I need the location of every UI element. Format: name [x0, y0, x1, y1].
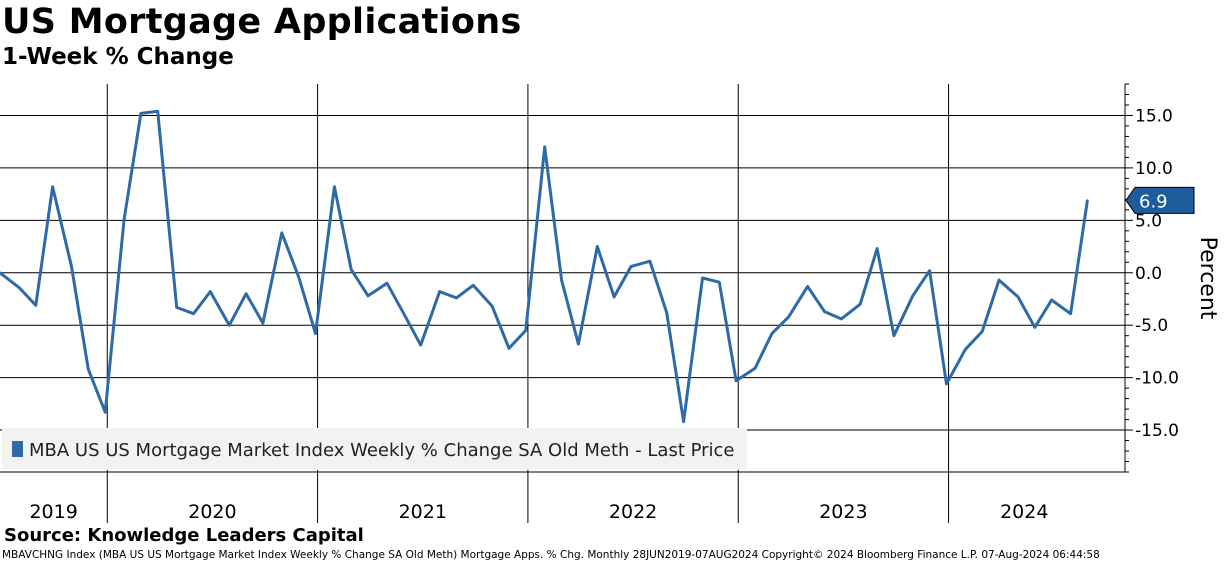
last-value-label: 6.9 [1139, 191, 1168, 212]
x-tick-label: 2020 [188, 501, 236, 523]
data-point [612, 295, 616, 299]
y-tick-label: -5.0 [1135, 316, 1168, 336]
data-point [1069, 312, 1072, 315]
x-tick-label: 2022 [609, 501, 657, 523]
data-point [524, 329, 528, 332]
data-point [156, 110, 159, 113]
data-point [806, 285, 809, 288]
data-point [280, 231, 284, 235]
chart-title: US Mortgage Applications [2, 2, 522, 42]
data-point [314, 332, 317, 335]
x-tick-label: 2019 [29, 501, 77, 523]
data-point [139, 112, 143, 115]
y-axis-label: Percent [1195, 237, 1220, 320]
data-point [892, 334, 896, 337]
chart-subtitle: 1-Week % Change [2, 44, 234, 70]
data-point [770, 332, 774, 335]
data-point [297, 275, 300, 279]
data-point [438, 290, 441, 293]
data-point [192, 312, 195, 315]
source-note: Source: Knowledge Leaders Capital [4, 525, 364, 546]
data-point [1086, 199, 1089, 202]
y-tick-label: -15.0 [1135, 421, 1179, 441]
bloomberg-footer: MBAVCHNG Index (MBA US US Mortgage Marke… [2, 549, 1100, 561]
data-point [911, 294, 915, 298]
data-point [648, 260, 652, 263]
data-point [366, 294, 370, 298]
y-tick-label: 0.0 [1135, 264, 1162, 284]
y-tick-label: 10.0 [1135, 159, 1173, 179]
data-point [507, 347, 511, 350]
data-point [455, 296, 458, 300]
legend-label: MBA US US Mortgage Market Index Weekly %… [29, 440, 735, 461]
legend-swatch [12, 441, 23, 457]
data-point [70, 265, 73, 268]
data-point [787, 315, 790, 318]
data-point [859, 303, 862, 306]
series-line [0, 109, 1089, 424]
data-point [261, 321, 265, 325]
data-point [87, 368, 90, 371]
data-point [244, 292, 248, 295]
data-point [945, 382, 948, 386]
y-tick-label: 5.0 [1135, 211, 1162, 231]
data-point [840, 317, 843, 321]
data-point [419, 343, 422, 347]
data-point [103, 411, 107, 414]
data-point [34, 304, 37, 307]
data-point [209, 290, 212, 293]
data-point [472, 284, 475, 287]
data-point [997, 278, 1001, 282]
data-point [1033, 326, 1036, 329]
data-point [560, 278, 563, 282]
data-point [665, 311, 668, 314]
data-point [51, 185, 54, 188]
x-tick-label: 2024 [1000, 501, 1048, 523]
data-point [875, 247, 879, 250]
data-point [385, 282, 389, 285]
data-point [0, 271, 2, 274]
y-tick-label: 15.0 [1135, 106, 1173, 126]
last-value-tag [1125, 186, 1195, 214]
data-point [228, 323, 231, 327]
data-point [122, 218, 126, 221]
data-point [333, 185, 336, 188]
data-point [701, 276, 704, 280]
data-point [175, 306, 178, 309]
data-point [734, 379, 738, 382]
data-point [981, 330, 984, 333]
data-point [1016, 295, 1020, 299]
data-point [1050, 298, 1053, 302]
data-point [402, 312, 406, 315]
data-point [596, 245, 599, 248]
data-point [17, 286, 21, 289]
data-point [577, 342, 580, 346]
data-point [543, 145, 546, 149]
data-point [350, 268, 353, 271]
data-point [682, 420, 685, 423]
x-tick-label: 2021 [399, 501, 447, 523]
data-point [753, 366, 757, 370]
legend-box [2, 428, 747, 470]
data-point [964, 348, 967, 351]
y-tick-label: -10.0 [1135, 369, 1179, 389]
legend: MBA US US Mortgage Market Index Weekly %… [2, 428, 747, 470]
data-point [718, 280, 721, 284]
data-point [823, 310, 826, 313]
x-tick-label: 2023 [819, 501, 867, 523]
data-point [490, 305, 494, 308]
data-point [629, 265, 633, 268]
data-point [928, 269, 931, 272]
